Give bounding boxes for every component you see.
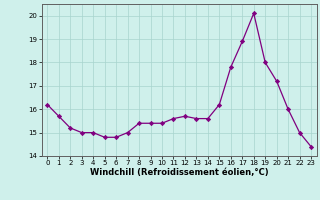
X-axis label: Windchill (Refroidissement éolien,°C): Windchill (Refroidissement éolien,°C) xyxy=(90,168,268,177)
